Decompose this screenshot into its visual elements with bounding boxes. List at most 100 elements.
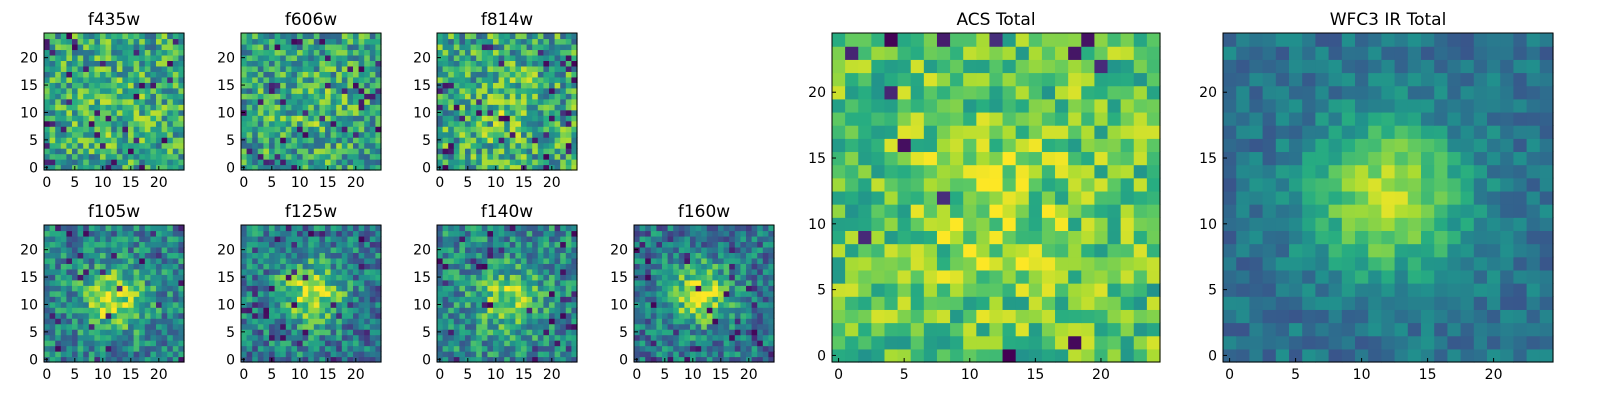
heatmap-cell <box>257 246 264 253</box>
heatmap-cell <box>1146 204 1161 218</box>
heatmap-cell <box>762 334 769 341</box>
heatmap-cell <box>718 241 725 248</box>
heatmap-cell <box>246 142 253 149</box>
heatmap-cell <box>167 33 174 40</box>
heatmap-cell <box>341 43 348 51</box>
heatmap-cell <box>645 351 652 358</box>
heatmap-cell <box>537 120 544 127</box>
heatmap-cell <box>353 153 360 160</box>
heatmap-cell <box>650 268 657 275</box>
heatmap-cell <box>549 263 556 270</box>
heatmap-cell <box>94 246 101 253</box>
heatmap-cell <box>543 345 550 352</box>
heatmap-cell <box>442 323 449 330</box>
heatmap-cell <box>172 38 179 45</box>
heatmap-cell <box>884 151 899 166</box>
heatmap-cell <box>639 246 646 253</box>
heatmap-cell <box>167 279 174 286</box>
heatmap-cell <box>845 348 859 363</box>
heatmap-cell <box>521 351 528 358</box>
heatmap-cell <box>897 348 912 363</box>
heatmap-cell <box>989 125 1004 139</box>
heatmap-cell <box>325 60 332 67</box>
heatmap-cell <box>673 329 680 336</box>
heatmap-cell <box>116 356 123 363</box>
heatmap-cell <box>116 164 123 171</box>
heatmap-cell <box>481 54 488 61</box>
heatmap-cell <box>476 334 483 341</box>
heatmap-cell <box>481 246 488 253</box>
heatmap-cell <box>515 323 522 330</box>
heatmap-cell <box>1028 335 1043 350</box>
heatmap-cell <box>493 148 500 155</box>
heatmap-cell <box>263 33 270 40</box>
heatmap-cell <box>156 49 163 56</box>
heatmap-cell <box>77 334 84 341</box>
heatmap-cell <box>274 252 281 259</box>
heatmap-cell <box>493 351 500 358</box>
heatmap-cell <box>325 225 332 232</box>
heatmap-cell <box>257 76 264 83</box>
heatmap-cell <box>167 65 174 72</box>
heatmap-cell <box>167 318 174 325</box>
heatmap-cell <box>1055 243 1069 258</box>
heatmap-cell <box>246 296 253 303</box>
heatmap-cell <box>448 65 455 72</box>
heatmap-cell <box>161 340 168 347</box>
heatmap-cell <box>571 71 578 78</box>
heatmap-cell <box>133 307 140 314</box>
heatmap-cell <box>465 252 472 259</box>
heatmap-cell <box>139 329 146 336</box>
heatmap-cell <box>442 285 449 292</box>
heatmap-cell <box>832 269 846 284</box>
heatmap-cell <box>695 246 702 253</box>
heatmap-cell <box>465 351 472 358</box>
heatmap-cell <box>341 153 348 160</box>
heatmap-cell <box>44 148 51 155</box>
heatmap-cell <box>72 98 79 105</box>
heatmap-cell <box>72 49 79 56</box>
heatmap-cell <box>313 164 320 171</box>
heatmap-cell <box>49 43 56 51</box>
heatmap-cell <box>111 43 118 51</box>
heatmap-cell <box>634 290 641 297</box>
heatmap-cell <box>128 235 135 243</box>
heatmap-cell <box>297 148 304 155</box>
heatmap-cell <box>285 87 292 94</box>
heatmap-cell <box>144 345 151 352</box>
heatmap-cell <box>493 296 500 303</box>
heatmap-cell <box>83 268 90 275</box>
heatmap-cell <box>543 60 550 67</box>
heatmap-cell <box>678 329 685 336</box>
heatmap-cell <box>291 268 298 275</box>
heatmap-cell <box>336 115 343 122</box>
heatmap-cell <box>347 323 354 330</box>
heatmap-cell <box>313 33 320 40</box>
heatmap-cell <box>465 38 472 45</box>
heatmap-cell <box>347 87 354 94</box>
heatmap-cell <box>111 131 118 138</box>
heatmap-cell <box>100 334 107 341</box>
heatmap-cell <box>263 54 270 61</box>
heatmap-cell <box>100 71 107 78</box>
heatmap-cell <box>369 285 376 292</box>
axes-frame <box>43 224 185 363</box>
heatmap-cell <box>77 356 84 363</box>
heatmap-cell <box>263 296 270 303</box>
heatmap-cell <box>150 268 157 275</box>
heatmap-cell <box>60 230 67 237</box>
heatmap-cell <box>453 274 460 281</box>
heatmap-cell <box>172 131 179 138</box>
heatmap-cell <box>493 142 500 149</box>
heatmap-cell <box>718 263 725 270</box>
heatmap-cell <box>83 318 90 325</box>
heatmap-cell <box>336 98 343 105</box>
heatmap-cell <box>504 142 511 149</box>
heatmap-cell <box>718 340 725 347</box>
heatmap-cell <box>437 285 444 292</box>
heatmap-cell <box>470 115 477 122</box>
heatmap-cell <box>453 142 460 149</box>
heatmap-cell <box>313 71 320 78</box>
heatmap-cell <box>280 49 287 56</box>
heatmap-cell <box>481 131 488 138</box>
